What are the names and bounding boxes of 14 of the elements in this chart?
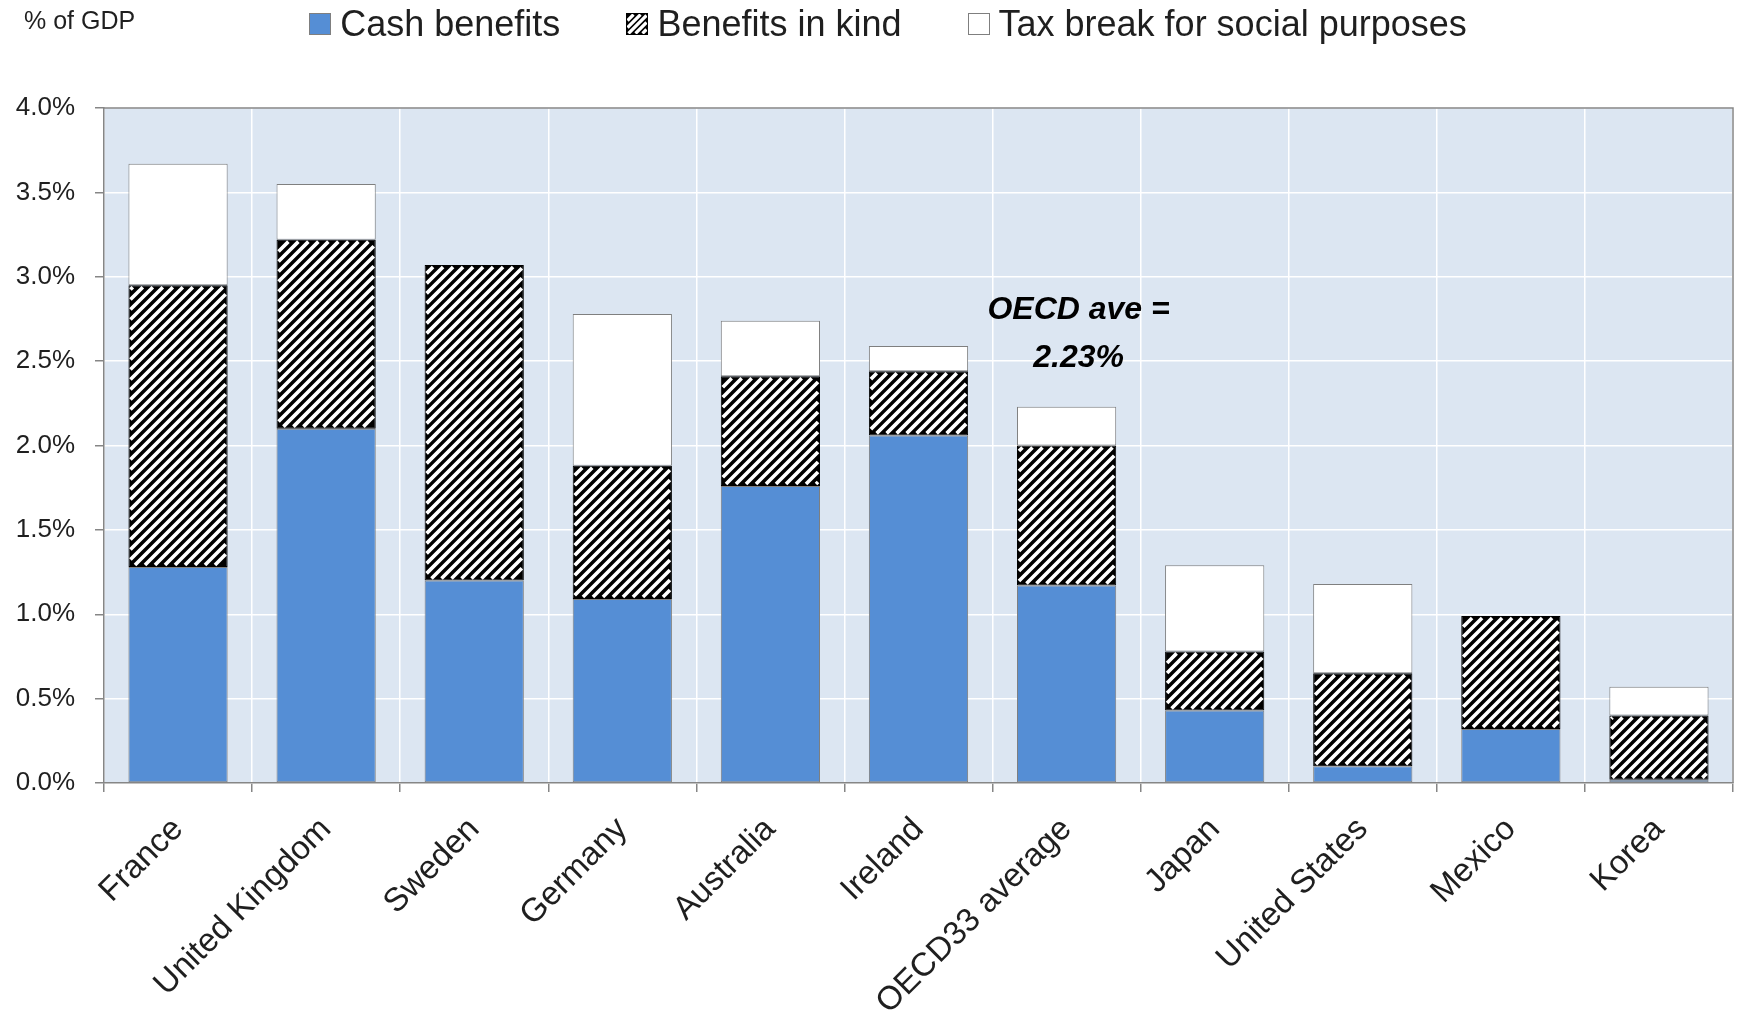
y-tick-label: 1.0% bbox=[15, 597, 75, 628]
y-tick-label: 1.5% bbox=[15, 513, 75, 544]
annotation: OECD ave = 2.23% bbox=[987, 289, 1170, 374]
legend-label: Cash benefits bbox=[340, 3, 561, 44]
y-tick-label: 3.0% bbox=[15, 259, 75, 290]
y-tick-label: 0.5% bbox=[15, 681, 75, 712]
y-tick-label: 4.0% bbox=[15, 91, 75, 122]
legend-label: Tax break for social purposes bbox=[998, 3, 1467, 44]
y-axis-title: % of GDP bbox=[24, 5, 136, 34]
y-tick-label: 0.0% bbox=[15, 766, 75, 797]
legend-label: Benefits in kind bbox=[657, 3, 902, 44]
y-tick-label: 3.5% bbox=[15, 175, 75, 206]
y-tick-label: 2.5% bbox=[15, 344, 75, 375]
y-tick-label: 2.0% bbox=[15, 428, 75, 459]
